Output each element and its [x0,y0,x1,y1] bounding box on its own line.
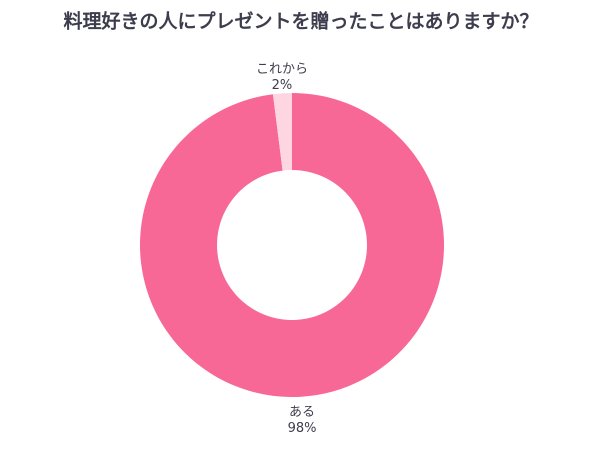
donut-slice [139,93,445,398]
slice-value: 98% [288,421,317,436]
donut-slice [272,93,292,171]
chart-title: 料理好きの人にプレゼントを贈ったことはありますか？ [63,10,538,33]
slice-label: ある [289,405,315,420]
slice-label: これから [256,62,308,77]
slice-value: 2% [272,78,293,93]
